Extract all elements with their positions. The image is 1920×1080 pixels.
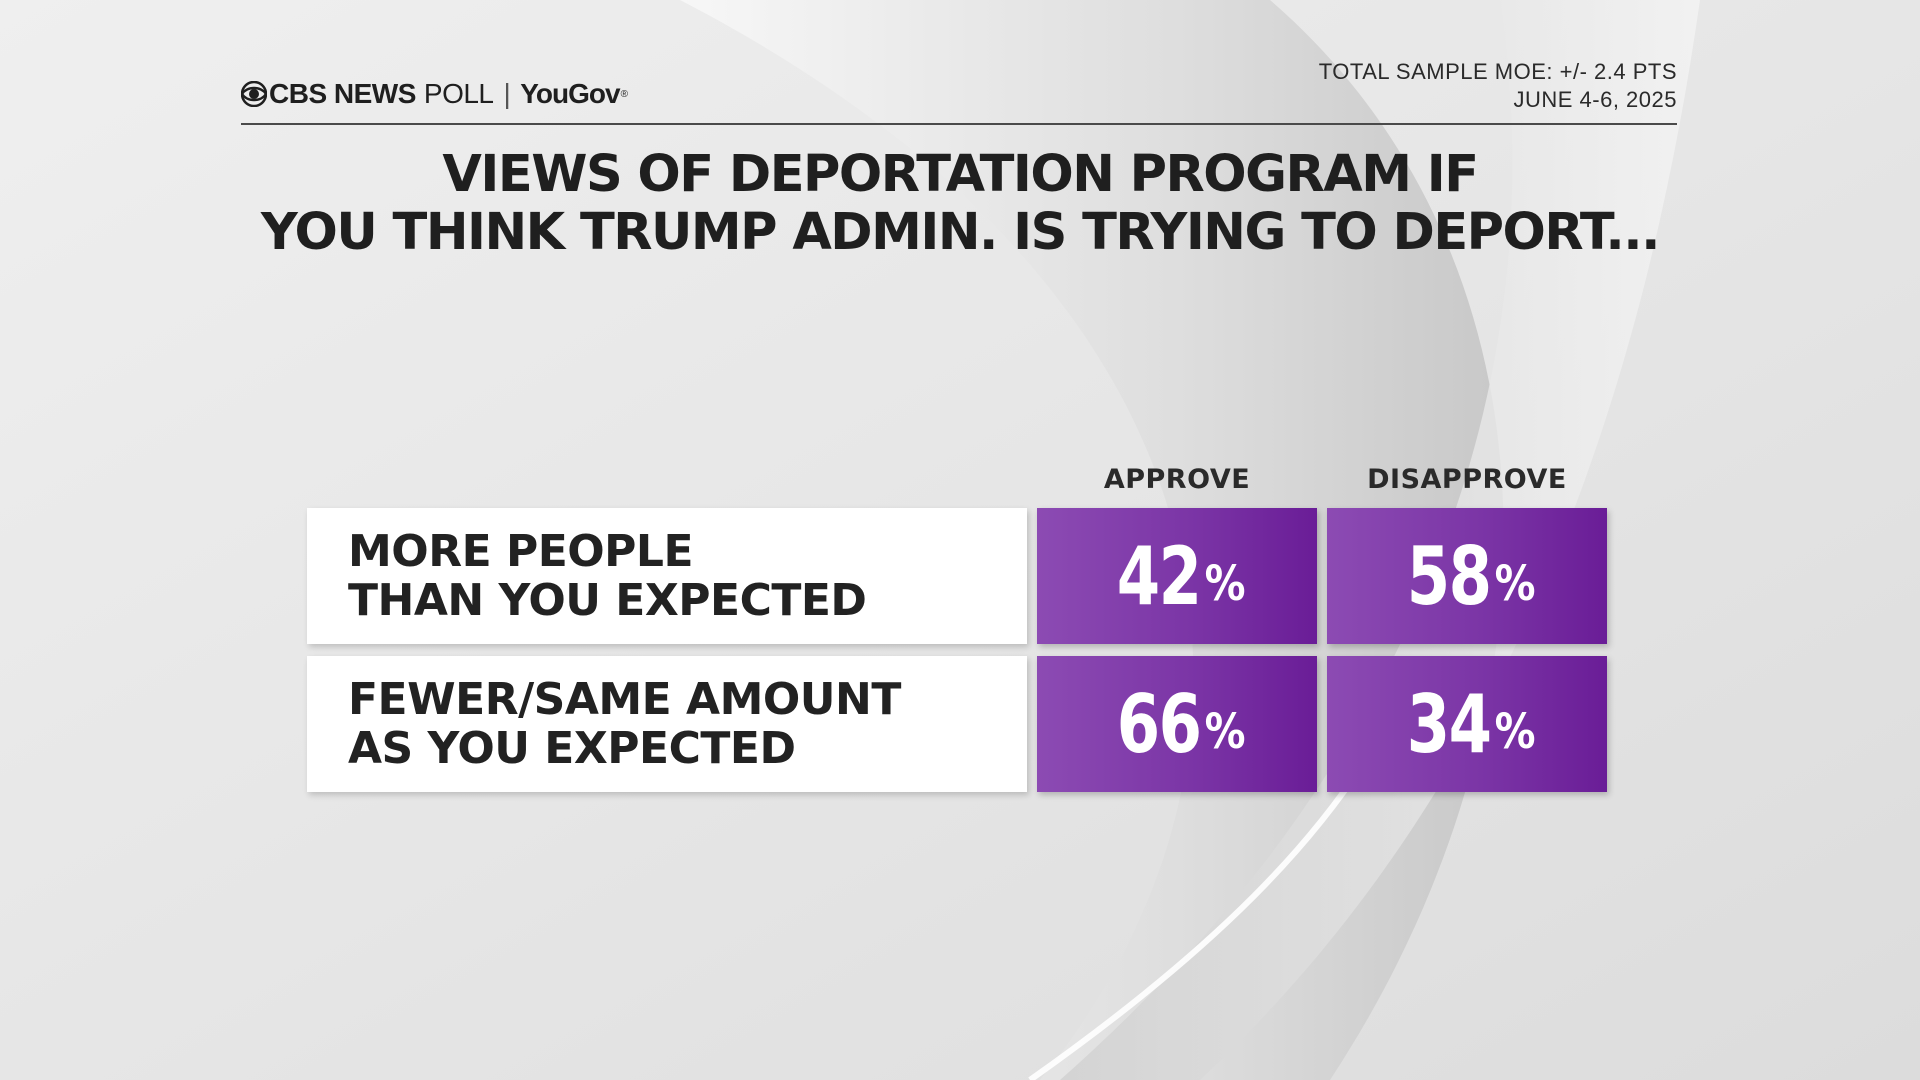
percent-sign: % — [1204, 556, 1246, 612]
value-label: 34 — [1407, 677, 1492, 771]
cbs-eye-icon — [241, 81, 267, 107]
cell-fewer-same-approve: 66% — [1037, 656, 1317, 792]
chart-title-line-1: VIEWS OF DEPORTATION PROGRAM IF — [442, 145, 1479, 204]
chart-title-line-2: YOU THINK TRUMP ADMIN. IS TRYING TO DEPO… — [260, 203, 1661, 262]
poll-dates: JUNE 4-6, 2025 — [1513, 87, 1677, 112]
row-label-fewer-same: FEWER/SAME AMOUNT AS YOU EXPECTED — [307, 656, 1027, 792]
row-label-text: FEWER/SAME AMOUNT AS YOU EXPECTED — [348, 675, 968, 773]
logo-yougov: YouGov — [520, 78, 620, 109]
value-label: 58 — [1407, 529, 1492, 623]
value-label: 42 — [1117, 529, 1202, 623]
header: CBS NEWS POLL | YouGov ® TOTAL SAMPLE MO… — [241, 58, 1677, 124]
sample-moe: TOTAL SAMPLE MOE: +/- 2.4 PTS — [1318, 59, 1677, 84]
logo-cbs-news: CBS NEWS — [269, 78, 416, 109]
row-label-more-people: MORE PEOPLE THAN YOU EXPECTED — [307, 508, 1027, 644]
value-label: 66 — [1117, 677, 1202, 771]
logo-registered-mark: ® — [620, 88, 628, 100]
percent-sign: % — [1494, 556, 1536, 612]
cbs-news-yougov-logo: CBS NEWS POLL | YouGov ® — [241, 78, 628, 110]
column-header-disapprove: DISAPPROVE — [1367, 464, 1567, 495]
row-label-text: MORE PEOPLE THAN YOU EXPECTED — [348, 527, 968, 625]
row-label-line-1: FEWER/SAME AMOUNT — [348, 674, 901, 725]
row-label-line-1: MORE PEOPLE — [348, 526, 694, 577]
cell-more-people-approve: 42% — [1037, 508, 1317, 644]
logo-separator: | — [503, 78, 511, 109]
logo-poll: POLL — [423, 78, 494, 109]
row-label-line-2: AS YOU EXPECTED — [348, 723, 796, 774]
row-label-line-2: THAN YOU EXPECTED — [348, 575, 867, 626]
column-header-approve: APPROVE — [1103, 464, 1251, 495]
percent-sign: % — [1494, 704, 1536, 760]
cell-fewer-same-disapprove: 34% — [1327, 656, 1607, 792]
header-divider — [241, 123, 1677, 125]
chart-title: VIEWS OF DEPORTATION PROGRAM IF YOU THIN… — [180, 146, 1740, 262]
sample-info: TOTAL SAMPLE MOE: +/- 2.4 PTS JUNE 4-6, … — [1319, 58, 1677, 114]
percent-sign: % — [1204, 704, 1246, 760]
cell-more-people-disapprove: 58% — [1327, 508, 1607, 644]
